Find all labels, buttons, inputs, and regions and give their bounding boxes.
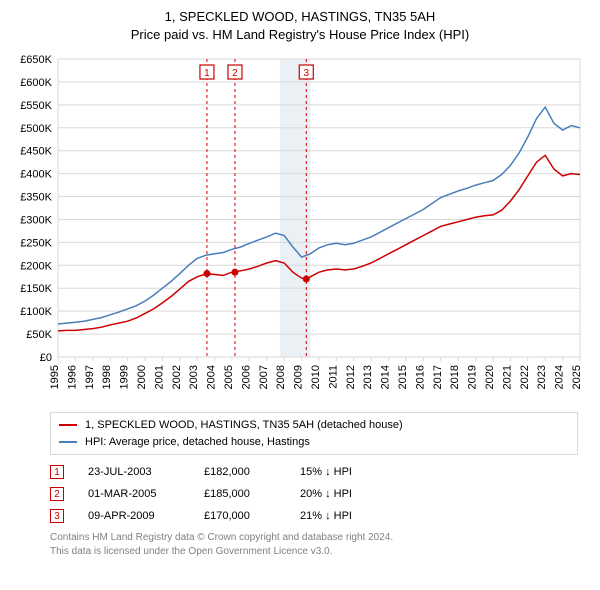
svg-text:£500K: £500K [20,123,52,135]
svg-text:1995: 1995 [49,365,61,389]
transaction-diff: 15% ↓ HPI [300,466,390,478]
transaction-date: 01-MAR-2005 [88,488,180,500]
svg-text:£250K: £250K [20,237,52,249]
svg-text:2003: 2003 [188,365,200,389]
svg-text:2017: 2017 [432,365,444,389]
svg-text:£300K: £300K [20,215,52,227]
svg-text:2019: 2019 [467,365,479,389]
chart-title-block: 1, SPECKLED WOOD, HASTINGS, TN35 5AH Pri… [10,8,590,43]
svg-text:£150K: £150K [20,283,52,295]
svg-text:1999: 1999 [119,365,131,389]
svg-text:£650K: £650K [20,54,52,66]
svg-text:£200K: £200K [20,260,52,272]
legend-item: HPI: Average price, detached house, Hast… [59,434,569,451]
svg-text:£50K: £50K [26,329,52,341]
svg-text:1998: 1998 [101,365,113,389]
legend-item: 1, SPECKLED WOOD, HASTINGS, TN35 5AH (de… [59,417,569,434]
svg-text:2009: 2009 [293,365,305,389]
svg-text:£0: £0 [40,352,52,364]
svg-text:2013: 2013 [362,365,374,389]
transaction-date: 09-APR-2009 [88,510,180,522]
svg-text:£100K: £100K [20,306,52,318]
chart-plot-area: £0 £50K £100K £150K £200K £250K £300K £350K £400… [10,49,590,404]
svg-text:2014: 2014 [380,365,392,389]
svg-text:£350K: £350K [20,192,52,204]
svg-text:2011: 2011 [327,365,339,389]
svg-text:2: 2 [232,68,238,79]
svg-text:£400K: £400K [20,169,52,181]
svg-text:1996: 1996 [66,365,78,389]
svg-text:2004: 2004 [206,365,218,389]
svg-text:2024: 2024 [554,365,566,389]
svg-text:£450K: £450K [20,146,52,158]
svg-text:2012: 2012 [345,365,357,389]
footer-line: Contains HM Land Registry data © Crown c… [50,531,578,545]
transaction-diff: 20% ↓ HPI [300,488,390,500]
transaction-row: 2 01-MAR-2005 £185,000 20% ↓ HPI [50,487,578,501]
svg-text:2006: 2006 [240,365,252,389]
svg-text:2020: 2020 [484,365,496,389]
transactions-block: 1 23-JUL-2003 £182,000 15% ↓ HPI 2 01-MA… [50,465,578,523]
transaction-marker: 3 [50,509,64,523]
legend-swatch [59,424,77,426]
chart-container: { "title": { "line1": "1, SPECKLED WOOD,… [0,0,600,566]
transaction-row: 3 09-APR-2009 £170,000 21% ↓ HPI [50,509,578,523]
svg-text:2022: 2022 [519,365,531,389]
transaction-row: 1 23-JUL-2003 £182,000 15% ↓ HPI [50,465,578,479]
svg-text:2023: 2023 [536,365,548,389]
chart-svg: £0 £50K £100K £150K £200K £250K £300K £350K £400… [10,49,590,404]
transaction-marker: 1 [50,465,64,479]
transaction-price: £185,000 [204,488,276,500]
svg-text:2010: 2010 [310,365,322,389]
legend-label: HPI: Average price, detached house, Hast… [85,434,310,451]
title-line-1: 1, SPECKLED WOOD, HASTINGS, TN35 5AH [10,8,590,26]
svg-text:3: 3 [304,68,310,79]
svg-text:2015: 2015 [397,365,409,389]
svg-text:2021: 2021 [501,365,513,389]
svg-text:1: 1 [204,68,210,79]
transaction-price: £182,000 [204,466,276,478]
svg-text:2000: 2000 [136,365,148,389]
legend-swatch [59,441,77,443]
footer-line: This data is licensed under the Open Gov… [50,545,578,559]
svg-text:£550K: £550K [20,100,52,112]
transaction-marker: 2 [50,487,64,501]
svg-text:2007: 2007 [258,365,270,389]
svg-text:2002: 2002 [171,365,183,389]
svg-text:2018: 2018 [449,365,461,389]
title-line-2: Price paid vs. HM Land Registry's House … [10,26,590,44]
svg-text:2025: 2025 [571,365,583,389]
svg-text:1997: 1997 [84,365,96,389]
legend-label: 1, SPECKLED WOOD, HASTINGS, TN35 5AH (de… [85,417,403,434]
transaction-price: £170,000 [204,510,276,522]
transaction-date: 23-JUL-2003 [88,466,180,478]
svg-text:2008: 2008 [275,365,287,389]
transaction-diff: 21% ↓ HPI [300,510,390,522]
svg-text:2005: 2005 [223,365,235,389]
svg-text:2016: 2016 [414,365,426,389]
svg-text:£600K: £600K [20,77,52,89]
svg-text:2001: 2001 [153,365,165,389]
footer-attribution: Contains HM Land Registry data © Crown c… [50,531,578,558]
legend: 1, SPECKLED WOOD, HASTINGS, TN35 5AH (de… [50,412,578,455]
